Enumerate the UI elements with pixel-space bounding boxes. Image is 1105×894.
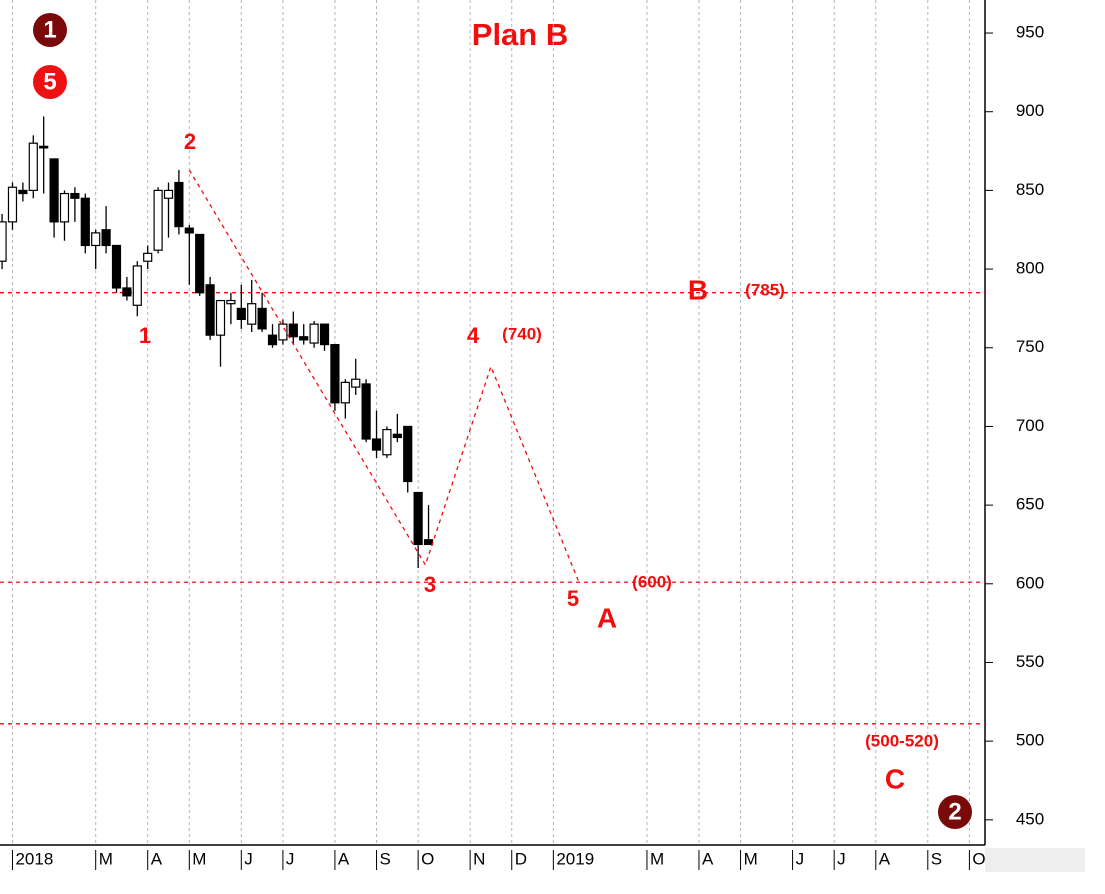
x-tick-label: N [473,849,485,868]
wave-label: B [688,274,708,305]
candle-body [39,145,49,149]
x-tick-label: M [99,849,113,868]
y-tick-label: 900 [1016,101,1044,120]
candle-body [49,158,59,223]
wave-label: 2 [184,129,196,154]
wave-label: 4 [467,323,480,348]
y-tick-label: 750 [1016,337,1044,356]
wave-label: A [597,602,617,633]
candle-body [132,265,142,306]
x-tick-label: A [151,849,163,868]
candle-body [392,433,402,439]
y-tick-label: 850 [1016,180,1044,199]
candle-body [70,192,80,199]
candle-body [80,197,90,247]
wave-label: (785) [745,280,785,299]
candle-body [361,383,371,440]
candle-body [122,287,132,297]
circled-marker [33,65,67,99]
chart-title: Plan B [472,17,568,52]
x-tick-label: S [931,849,942,868]
axis-corner [985,848,1085,872]
x-tick-label: J [796,849,805,868]
y-tick-label: 950 [1016,23,1044,42]
x-tick-label: 2019 [556,849,594,868]
candle-body [153,189,163,251]
candle-body [205,284,215,336]
wave-label: (500-520) [865,731,939,750]
x-tick-label: A [879,849,891,868]
candle-body [226,299,236,305]
x-tick-label: A [702,849,714,868]
candle-body [7,186,18,223]
circled-marker [33,13,67,47]
y-tick-label: 650 [1016,495,1044,514]
y-tick-label: 800 [1016,259,1044,278]
y-tick-label: 450 [1016,809,1044,828]
x-tick-label: A [338,849,350,868]
candle-body [101,229,111,247]
circled-label: 1 [43,16,56,43]
circled-marker [938,795,972,829]
candle-body [0,221,7,262]
y-tick-label: 600 [1016,573,1044,592]
candle-body [319,323,330,346]
x-tick-label: O [972,849,985,868]
y-tick-label: 500 [1016,731,1044,750]
candle-body [184,227,194,234]
x-tick-label: M [192,849,206,868]
candle-body [163,189,174,199]
x-tick-label: 2018 [15,849,53,868]
candle-body [111,244,122,289]
candle-body [195,233,205,294]
candle-body [330,344,340,404]
candle-body [91,232,101,247]
x-tick-label: D [515,849,527,868]
candle-body [403,425,413,483]
candle-body [143,252,153,262]
candle-body [59,192,70,223]
x-tick-label: S [380,849,391,868]
candle-body [267,334,278,346]
x-tick-label: J [286,849,295,868]
candle-body [247,303,257,325]
y-tick-label: 700 [1016,416,1044,435]
x-tick-label: O [421,849,434,868]
candle-body [299,336,309,341]
wave-label: 1 [139,323,151,348]
candle-body [18,189,28,195]
x-tick-label: M [744,849,758,868]
circled-label: 2 [948,798,961,825]
y-tick-label: 550 [1016,652,1044,671]
wave-path [188,169,579,581]
candle-body [236,307,246,321]
x-tick-label: J [837,849,846,868]
candle-body [413,491,423,546]
candle-body [278,323,288,341]
circled-label: 5 [43,68,56,95]
candle-body [257,307,267,330]
wave-label: (600) [632,572,672,591]
candle-body [309,323,319,344]
wave-label: C [885,763,905,794]
wave-label: 3 [424,572,436,597]
x-tick-label: M [650,849,664,868]
candle-body [423,539,434,546]
candle-body [174,181,184,228]
candle-body [340,381,350,404]
candle-body [288,323,298,338]
candle-body [351,378,361,388]
wave-label: (740) [502,324,542,343]
x-tick-label: J [244,849,253,868]
candle-body [371,438,382,451]
candle-body [215,299,226,336]
candle-body [382,428,392,456]
wave-label: 5 [567,586,579,611]
candle-body [28,142,38,192]
